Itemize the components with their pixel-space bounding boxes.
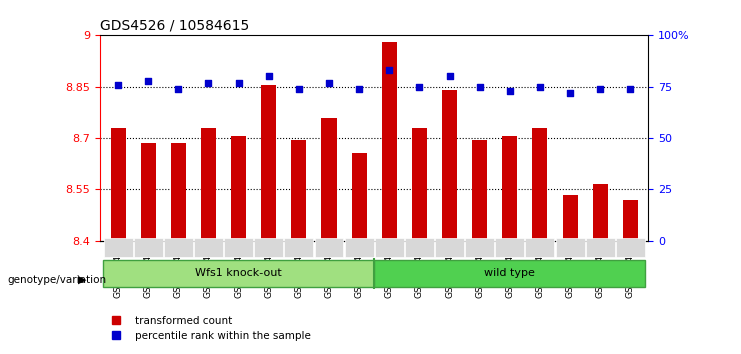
Point: [323, 80, 335, 85]
FancyBboxPatch shape: [405, 238, 434, 257]
FancyBboxPatch shape: [164, 238, 193, 257]
Point: [625, 86, 637, 92]
Point: [504, 88, 516, 94]
Point: [564, 90, 576, 96]
Bar: [502, 136, 517, 241]
Bar: [322, 118, 336, 241]
FancyBboxPatch shape: [465, 238, 494, 257]
Bar: [262, 85, 276, 241]
FancyBboxPatch shape: [525, 238, 554, 257]
Point: [413, 84, 425, 90]
Bar: [593, 184, 608, 241]
Bar: [382, 42, 396, 241]
FancyBboxPatch shape: [556, 238, 585, 257]
FancyBboxPatch shape: [585, 238, 614, 257]
Bar: [562, 194, 577, 241]
Bar: [472, 140, 487, 241]
Legend: transformed count, percentile rank within the sample: transformed count, percentile rank withi…: [102, 312, 315, 345]
Bar: [442, 90, 457, 241]
Text: genotype/variation: genotype/variation: [7, 275, 107, 285]
FancyBboxPatch shape: [314, 238, 344, 257]
Text: wild type: wild type: [485, 268, 535, 279]
Text: GDS4526 / 10584615: GDS4526 / 10584615: [100, 19, 249, 33]
Bar: [352, 154, 367, 241]
Point: [353, 86, 365, 92]
Point: [233, 80, 245, 85]
Point: [202, 80, 214, 85]
Point: [173, 86, 185, 92]
Text: Wfs1 knock-out: Wfs1 knock-out: [195, 268, 282, 279]
FancyBboxPatch shape: [374, 260, 645, 287]
FancyBboxPatch shape: [616, 238, 645, 257]
Bar: [231, 136, 246, 241]
Bar: [532, 128, 548, 241]
Point: [383, 68, 395, 73]
Point: [293, 86, 305, 92]
Bar: [412, 128, 427, 241]
FancyBboxPatch shape: [285, 238, 313, 257]
Point: [444, 74, 456, 79]
FancyBboxPatch shape: [375, 238, 404, 257]
Text: ▶: ▶: [78, 275, 86, 285]
FancyBboxPatch shape: [134, 238, 163, 257]
Point: [594, 86, 606, 92]
FancyBboxPatch shape: [495, 238, 524, 257]
Bar: [141, 143, 156, 241]
Bar: [171, 143, 186, 241]
FancyBboxPatch shape: [345, 238, 373, 257]
Bar: [622, 200, 638, 241]
Point: [473, 84, 485, 90]
FancyBboxPatch shape: [225, 238, 253, 257]
FancyBboxPatch shape: [254, 238, 283, 257]
Point: [112, 82, 124, 87]
FancyBboxPatch shape: [435, 238, 464, 257]
Point: [263, 74, 275, 79]
Point: [142, 78, 154, 84]
FancyBboxPatch shape: [104, 238, 133, 257]
Bar: [291, 140, 307, 241]
Bar: [110, 128, 126, 241]
Bar: [201, 128, 216, 241]
FancyBboxPatch shape: [103, 260, 374, 287]
FancyBboxPatch shape: [194, 238, 223, 257]
Point: [534, 84, 546, 90]
